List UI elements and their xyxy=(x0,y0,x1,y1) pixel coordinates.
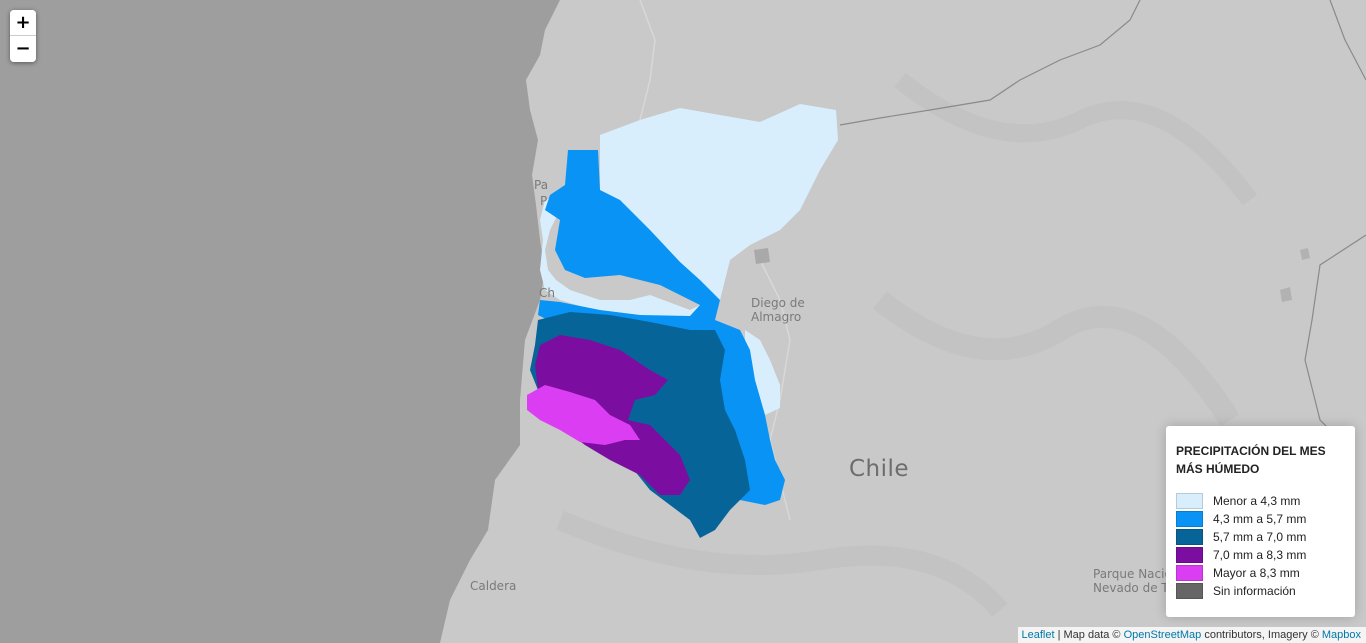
region-7-0-8-3 xyxy=(535,335,690,495)
zoom-out-button[interactable]: − xyxy=(10,36,36,62)
salt-flat xyxy=(754,248,770,264)
legend-list: Menor a 4,3 mm 4,3 mm a 5,7 mm 5,7 mm a 7,… xyxy=(1176,492,1345,600)
leaflet-link[interactable]: Leaflet xyxy=(1021,629,1055,641)
legend-item: 7,0 mm a 8,3 mm xyxy=(1176,546,1345,564)
legend-item: 4,3 mm a 5,7 mm xyxy=(1176,510,1345,528)
legend-swatch xyxy=(1176,565,1203,581)
attribution-text: contributors, Imagery © xyxy=(1201,629,1322,641)
zoom-control: + − xyxy=(10,10,36,62)
border-line xyxy=(1329,0,1366,81)
road xyxy=(639,0,656,121)
region-mayor-8-3 xyxy=(527,385,640,445)
legend-title: PRECIPITACIÓN DEL MES MÁS HÚMEDO xyxy=(1176,444,1326,476)
legend-item: Sin información xyxy=(1176,582,1345,600)
city-label-diego-de-almagro: Diego de Almagro xyxy=(751,296,805,324)
country-label-chile: Chile xyxy=(849,456,910,482)
legend-item: 5,7 mm a 7,0 mm xyxy=(1176,528,1345,546)
legend-item: Mayor a 8,3 mm xyxy=(1176,564,1345,582)
zoom-in-button[interactable]: + xyxy=(10,10,36,36)
osm-link[interactable]: OpenStreetMap xyxy=(1123,629,1202,641)
legend-swatch xyxy=(1176,511,1203,527)
region-menor-4-3 xyxy=(600,104,838,305)
salt-flat xyxy=(1280,287,1292,302)
legend-label: Menor a 4,3 mm xyxy=(1213,494,1301,508)
border-line xyxy=(839,0,1141,126)
terrain-shade xyxy=(894,72,1258,206)
legend-label: 5,7 mm a 7,0 mm xyxy=(1213,530,1307,544)
region-menor-4-3 xyxy=(745,330,780,415)
city-label-line: Almagro xyxy=(751,310,802,324)
legend-item: Menor a 4,3 mm xyxy=(1176,492,1345,510)
park-label-line: Parque Nacion xyxy=(1093,567,1180,581)
border-line xyxy=(1304,234,1366,441)
legend-swatch xyxy=(1176,529,1203,545)
salt-flat xyxy=(1300,248,1310,260)
city-label-line: Diego de xyxy=(751,296,805,310)
partial-label: Pa xyxy=(534,178,549,192)
legend-label: Mayor a 8,3 mm xyxy=(1213,566,1300,580)
attribution-text: | Map data © xyxy=(1054,629,1124,641)
legend-label: 4,3 mm a 5,7 mm xyxy=(1213,512,1307,526)
legend-panel: PRECIPITACIÓN DEL MES MÁS HÚMEDO Menor a… xyxy=(1166,426,1355,617)
partial-label: P xyxy=(540,194,548,208)
mapbox-link[interactable]: Mapbox xyxy=(1321,629,1361,641)
legend-swatch xyxy=(1176,583,1203,599)
partial-label: Ch xyxy=(539,286,555,300)
city-label-caldera: Caldera xyxy=(470,579,517,593)
legend-swatch xyxy=(1176,493,1203,509)
legend-label: Sin información xyxy=(1213,584,1296,598)
legend-swatch xyxy=(1176,547,1203,563)
legend-label: 7,0 mm a 8,3 mm xyxy=(1213,548,1307,562)
attribution-bar: Leaflet | Map data © OpenStreetMap contr… xyxy=(1017,627,1366,643)
terrain-shade xyxy=(873,291,1240,426)
terrain-shade xyxy=(556,510,1008,617)
